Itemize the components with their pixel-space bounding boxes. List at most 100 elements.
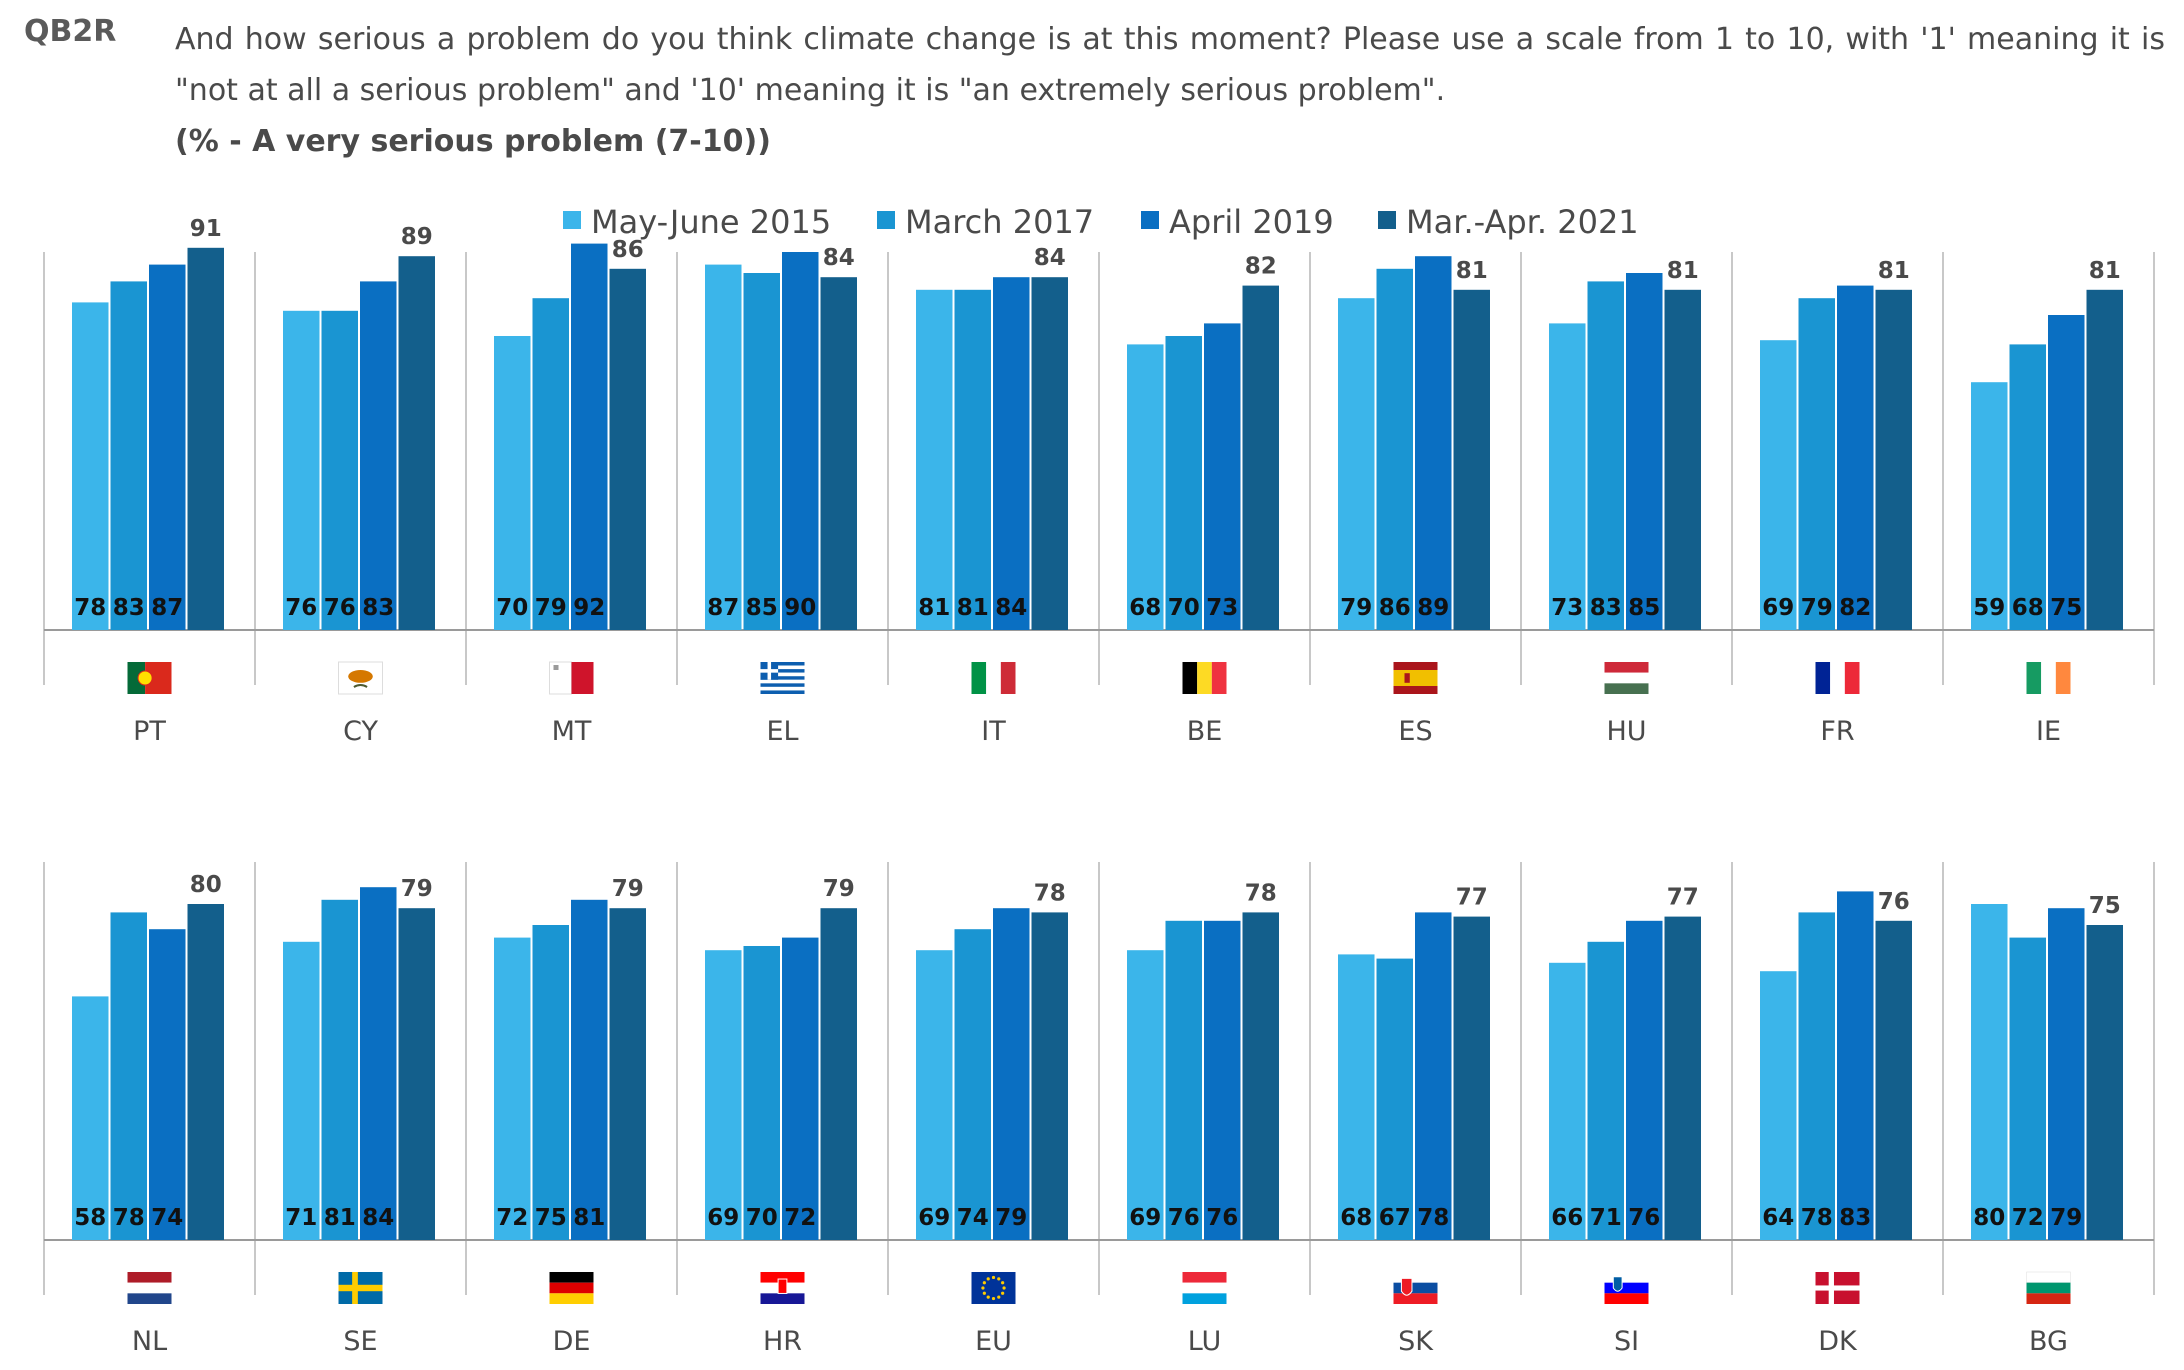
data-label: 74 — [957, 1205, 989, 1231]
data-label: 73 — [1206, 595, 1238, 621]
data-label: 64 — [1762, 1205, 1794, 1231]
country-group-nl: 58 78 74 80 NL — [72, 872, 224, 1357]
data-label: 66 — [1551, 1205, 1583, 1231]
bar — [820, 908, 857, 1240]
bar — [532, 298, 569, 630]
ireland-flag-icon — [2026, 662, 2071, 694]
bar — [1971, 904, 2008, 1240]
country-code-label: BG — [2029, 1326, 2068, 1357]
bar — [993, 908, 1030, 1240]
data-label: 72 — [2012, 1205, 2044, 1231]
country-code-label: SK — [1398, 1326, 1434, 1357]
data-label: 69 — [918, 1205, 950, 1231]
data-label: 74 — [151, 1205, 183, 1231]
data-label: 83 — [1839, 1205, 1871, 1231]
bar — [321, 310, 358, 630]
bar — [2048, 315, 2085, 630]
data-label: 69 — [707, 1205, 739, 1231]
data-label: 58 — [74, 1205, 106, 1231]
data-label: 86 — [612, 237, 644, 263]
bar — [2009, 344, 2046, 630]
legend-swatch — [1378, 211, 1396, 229]
data-label: 70 — [1168, 595, 1200, 621]
bar — [705, 950, 742, 1240]
bar — [360, 281, 397, 630]
data-label: 85 — [1628, 595, 1660, 621]
data-label: 68 — [1340, 1205, 1372, 1231]
data-label: 78 — [1801, 1205, 1833, 1231]
country-code-label: PT — [133, 716, 166, 747]
bar — [1664, 289, 1701, 630]
data-label: 79 — [2050, 1205, 2082, 1231]
bar — [1626, 920, 1663, 1240]
bar — [1798, 298, 1835, 630]
legend-label: March 2017 — [905, 203, 1094, 241]
bar — [110, 912, 147, 1240]
country-code-label: CY — [343, 716, 378, 747]
country-group-hu: 73 83 85 81 HU — [1549, 258, 1701, 747]
data-label: 68 — [1129, 595, 1161, 621]
bar — [1204, 323, 1241, 630]
bar — [705, 264, 742, 630]
data-label: 78 — [1417, 1205, 1449, 1231]
data-label: 87 — [151, 595, 183, 621]
legend-label: Mar.-Apr. 2021 — [1406, 203, 1639, 241]
country-group-es: 79 86 89 81 ES — [1338, 256, 1490, 747]
data-label: 84 — [995, 595, 1027, 621]
bar — [1837, 891, 1874, 1240]
legend-item: March 2017 — [877, 203, 1094, 241]
bar — [571, 243, 608, 630]
data-label: 81 — [1878, 258, 1910, 284]
bar — [1338, 298, 1375, 630]
bar — [1798, 912, 1835, 1240]
country-code-label: HR — [763, 1326, 802, 1357]
data-label: 89 — [1417, 595, 1449, 621]
question-text: And how serious a problem do you think c… — [175, 22, 2165, 108]
data-label: 70 — [496, 595, 528, 621]
data-label: 76 — [1206, 1205, 1238, 1231]
data-label: 79 — [995, 1205, 1027, 1231]
legend-item: May-June 2015 — [563, 203, 831, 241]
hungary-flag-icon — [1604, 662, 1649, 694]
germany-flag-icon — [549, 1272, 594, 1304]
bar — [609, 268, 646, 630]
country-group-fr: 69 79 82 81 FR — [1760, 258, 1912, 747]
cyprus-flag-icon — [338, 661, 383, 695]
country-code-label: HU — [1606, 716, 1646, 747]
bar — [1587, 281, 1624, 630]
country-code-label: BE — [1187, 716, 1223, 747]
bar — [149, 929, 186, 1240]
bar — [1415, 912, 1452, 1240]
country-code-label: EU — [975, 1326, 1012, 1357]
legend-label: May-June 2015 — [591, 203, 831, 241]
bar — [494, 336, 531, 630]
bar — [321, 899, 358, 1240]
bar — [1376, 268, 1413, 630]
bar — [1242, 912, 1279, 1240]
bar — [360, 887, 397, 1240]
country-code-label: SE — [343, 1326, 377, 1357]
bar — [1031, 912, 1068, 1240]
legend-swatch — [877, 211, 895, 229]
data-label: 70 — [746, 1205, 778, 1231]
bar — [1760, 340, 1797, 630]
bar — [398, 256, 435, 630]
bar — [916, 289, 953, 630]
data-label: 69 — [1762, 595, 1794, 621]
country-group-lu: 69 76 76 78 LU — [1127, 880, 1279, 1357]
slovakia-flag-icon — [1393, 1272, 1438, 1304]
bar — [1760, 971, 1797, 1240]
bar — [1415, 256, 1452, 630]
data-label: 78 — [1034, 880, 1066, 906]
data-label: 81 — [957, 595, 989, 621]
bar — [149, 264, 186, 630]
bar — [187, 904, 224, 1240]
legend-label: April 2019 — [1169, 203, 1334, 241]
data-label: 71 — [1590, 1205, 1622, 1231]
country-group-bg: 80 72 79 75 BG — [1971, 893, 2123, 1357]
croatia-flag-icon — [760, 1272, 805, 1304]
data-label: 78 — [1245, 880, 1277, 906]
bar — [1165, 336, 1202, 630]
country-group-dk: 64 78 83 76 DK — [1760, 889, 1912, 1357]
